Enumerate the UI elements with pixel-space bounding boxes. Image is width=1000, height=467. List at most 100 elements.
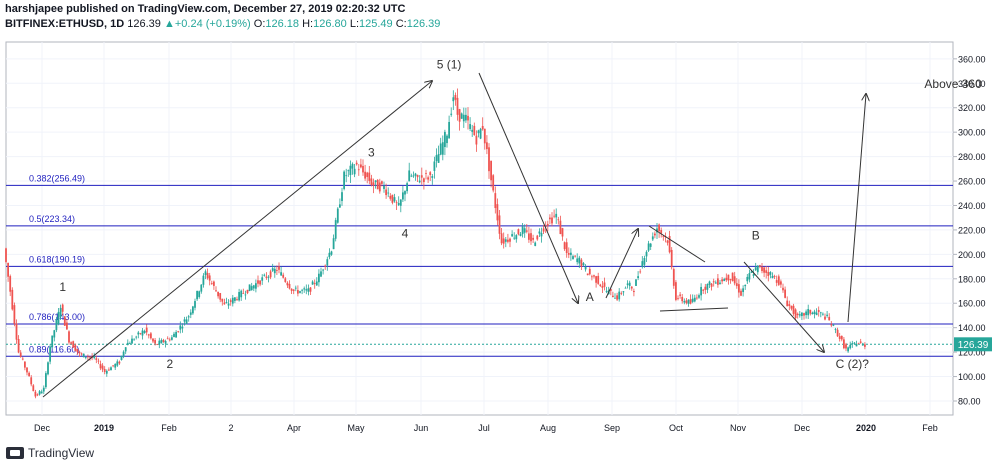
candle-body <box>822 313 824 315</box>
up-arrow-icon: ▲ <box>163 18 175 30</box>
candle-body <box>576 258 579 263</box>
candle-body <box>389 195 392 199</box>
candle-body <box>731 272 734 282</box>
y-tick-label: 100.00 <box>958 372 986 382</box>
candle-body <box>166 338 169 340</box>
last-price-tag: 126.39 <box>954 337 992 352</box>
candle-body <box>303 288 306 290</box>
x-tick-label: Oct <box>669 423 684 433</box>
candle-body <box>234 297 236 301</box>
wave-label: Above 360 <box>924 77 982 91</box>
y-tick-label: 300.00 <box>958 128 986 138</box>
wave-labels: 1 2 3 4 5 (1) A B C (2)? Above 360 <box>59 58 982 371</box>
candle-body <box>761 266 763 272</box>
footer-brand[interactable]: TradingView <box>6 446 94 460</box>
candle-body <box>267 276 270 278</box>
candle-body <box>603 282 606 287</box>
candle-body <box>332 238 335 250</box>
candle-body <box>402 192 404 200</box>
x-tick-label: Apr <box>287 423 301 433</box>
candle-body <box>561 228 564 237</box>
candle-body <box>708 281 711 285</box>
candle-body <box>790 305 793 309</box>
candle-body <box>626 283 629 285</box>
wave-a-arrow <box>478 72 578 303</box>
candle-body <box>353 168 356 175</box>
candle-body <box>817 310 820 313</box>
candle-body <box>15 323 18 340</box>
candle-body <box>322 269 324 271</box>
y-tick-label: 220.00 <box>958 225 986 235</box>
candle-body <box>147 334 150 336</box>
candle-body <box>702 289 705 291</box>
candle-body <box>383 185 385 189</box>
candle-body <box>177 331 180 333</box>
candle-body <box>738 284 740 293</box>
candle-body <box>647 243 650 251</box>
candle-body <box>110 367 112 371</box>
candle-body <box>336 208 339 223</box>
candle-body <box>857 343 860 345</box>
candle-body <box>805 311 807 316</box>
candle-body <box>406 183 408 192</box>
triangle-lower-line <box>659 307 729 312</box>
wave-label: B <box>752 229 760 243</box>
time-axis: Dec 2019 Feb 2 Apr May Jun Jul Aug Sep Oct Nov Dec 20… <box>34 423 938 433</box>
candle-body <box>198 291 201 298</box>
candle-body <box>13 305 16 324</box>
candle-body <box>742 288 744 293</box>
candle-body <box>366 172 369 177</box>
candle-body <box>670 249 673 268</box>
candle-body <box>689 299 692 304</box>
candle-body <box>540 232 543 237</box>
candle-body <box>456 97 459 115</box>
candle-body <box>66 322 68 330</box>
candle-body <box>168 339 171 341</box>
candle-body <box>528 233 530 240</box>
candle-body <box>278 266 280 270</box>
candle-body <box>712 281 715 283</box>
candle-body <box>280 272 282 276</box>
candle-body <box>859 341 862 343</box>
y-tick-label: 140.00 <box>958 323 986 333</box>
candle-body <box>465 114 467 121</box>
grid <box>6 42 953 415</box>
candle-body <box>624 287 627 289</box>
candle-body <box>133 339 135 341</box>
candle-body <box>645 251 648 257</box>
candle-body <box>693 297 696 302</box>
candle-body <box>819 312 822 314</box>
plot-frame <box>5 41 954 416</box>
candle-body <box>36 394 39 396</box>
candle-body <box>215 290 217 292</box>
candle-body <box>307 288 310 292</box>
candle-body <box>416 174 419 178</box>
candle-body <box>99 363 102 369</box>
wave-c-arrow <box>743 261 824 352</box>
candle-body <box>305 289 308 291</box>
candle-body <box>313 283 316 284</box>
candle-body <box>586 273 589 276</box>
candle-body <box>19 352 22 357</box>
x-tick-label: Jun <box>414 423 429 433</box>
candle-body <box>248 284 251 292</box>
open-label: O: <box>253 18 266 30</box>
candle-body <box>828 316 831 321</box>
candle-body <box>135 336 138 338</box>
candle-body <box>593 275 595 277</box>
candle-body <box>794 309 797 319</box>
candle-body <box>200 284 203 292</box>
x-tick-label: Jul <box>478 423 490 433</box>
candle-body <box>473 125 476 136</box>
candle-body <box>42 387 45 392</box>
candle-body <box>706 283 709 290</box>
candle-body <box>475 135 478 145</box>
fib-level-label: 0.5(223.34) <box>29 214 75 224</box>
candle-body <box>105 370 108 374</box>
y-tick-label: 80.00 <box>958 397 981 407</box>
candle-body <box>89 356 91 358</box>
candle-body <box>49 346 51 362</box>
candle-body <box>171 337 173 340</box>
candle-body <box>763 267 765 273</box>
